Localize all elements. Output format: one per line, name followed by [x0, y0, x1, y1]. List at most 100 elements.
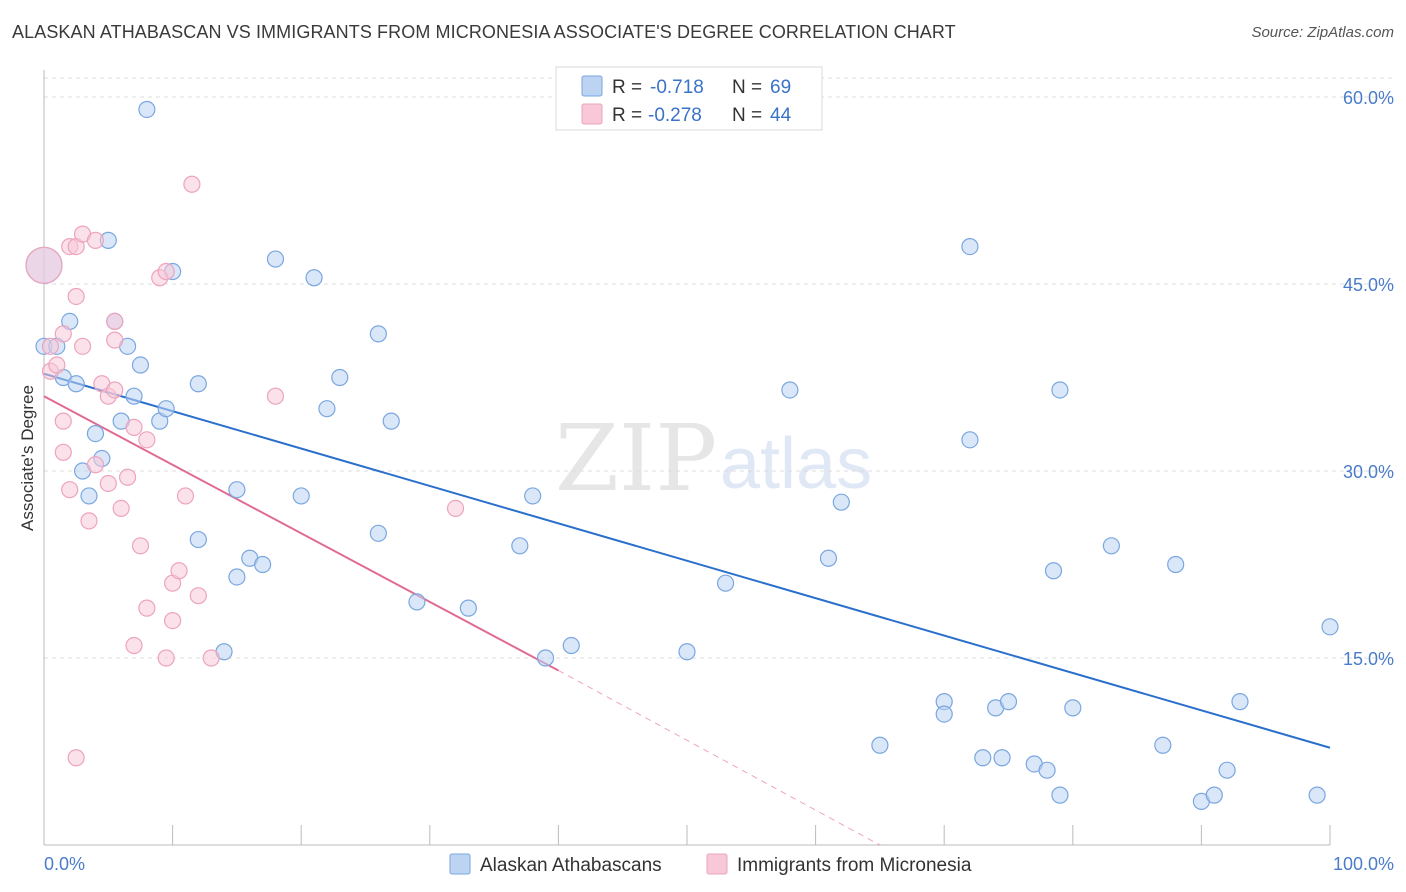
y-axis-label: Associate's Degree — [18, 385, 37, 531]
data-point-series-1 — [106, 381, 124, 399]
data-point-series-1 — [54, 412, 72, 430]
y-tick-label: 30.0% — [1343, 462, 1394, 482]
data-point-series-0 — [1205, 786, 1223, 804]
legend-label-athabascan: Alaskan Athabascans — [480, 855, 662, 876]
data-point-series-0 — [189, 375, 207, 393]
stats-n-value-2: 44 — [770, 105, 792, 126]
stats-n-label-2: N = — [732, 105, 762, 126]
data-point-series-0 — [1038, 761, 1056, 779]
legend-label-micronesia: Immigrants from Micronesia — [737, 855, 972, 876]
data-point-series-0 — [318, 400, 336, 418]
data-point-series-0 — [1154, 736, 1172, 754]
data-point-series-0 — [999, 693, 1018, 711]
legend-swatch-micronesia — [706, 853, 728, 875]
data-point-series-0 — [1044, 562, 1063, 580]
data-point-series-1 — [86, 456, 105, 474]
data-point-series-1 — [125, 636, 143, 655]
stats-r-label-2: R = — [612, 105, 642, 126]
data-point-series-0 — [292, 487, 310, 505]
legend: Alaskan Athabascans Immigrants from Micr… — [449, 853, 972, 876]
data-point-series-0 — [524, 487, 542, 505]
trend-lines — [43, 372, 1331, 846]
data-point-series-1 — [118, 468, 137, 486]
data-point-series-1 — [86, 231, 105, 249]
data-point-series-0 — [1308, 786, 1326, 804]
data-point-series-1 — [106, 312, 124, 330]
data-point-series-1 — [41, 337, 60, 355]
data-point-series-1 — [61, 481, 79, 499]
y-tick-label: 45.0% — [1343, 275, 1394, 295]
data-point-series-1 — [157, 649, 175, 667]
data-point-series-1 — [183, 175, 201, 193]
data-point-series-1 — [170, 562, 188, 580]
watermark-atlas: atlas — [720, 424, 872, 504]
stats-n-value-1: 69 — [770, 77, 791, 98]
y-tick-labels: 15.0% 30.0% 45.0% 60.0% — [1343, 88, 1394, 669]
data-point-series-0 — [331, 368, 349, 387]
data-point-series-0 — [562, 636, 580, 655]
data-point-series-1 — [25, 246, 63, 284]
y-tick-label: 60.0% — [1343, 88, 1394, 108]
data-point-series-0 — [974, 749, 992, 767]
data-point-series-0 — [1051, 786, 1069, 804]
data-point-series-1 — [67, 287, 85, 306]
data-point-series-1 — [73, 337, 92, 355]
data-point-series-1 — [266, 387, 285, 405]
data-point-series-0 — [993, 749, 1011, 767]
data-point-series-1 — [202, 649, 220, 667]
data-point-series-0 — [67, 375, 85, 393]
stats-swatch-athabascan — [581, 75, 603, 97]
data-point-series-0 — [382, 412, 400, 430]
data-point-series-1 — [164, 611, 182, 630]
data-point-series-0 — [819, 549, 838, 567]
trend-line-0 — [43, 372, 1331, 749]
data-point-series-1 — [54, 443, 72, 461]
trend-line-1 — [43, 395, 559, 672]
data-point-series-0 — [189, 530, 207, 549]
data-point-series-0 — [266, 250, 285, 268]
data-point-series-0 — [511, 537, 529, 555]
data-point-series-1 — [80, 512, 98, 530]
data-point-series-0 — [1064, 699, 1082, 717]
stats-r-value-2: -0.278 — [648, 105, 702, 126]
watermark-zip: ZIP — [555, 405, 717, 512]
data-point-series-1 — [131, 537, 150, 555]
data-point-series-0 — [716, 574, 735, 592]
x-tick-label-max: 100.0% — [1333, 854, 1394, 874]
data-point-series-0 — [1218, 761, 1236, 779]
data-point-series-1 — [138, 431, 156, 449]
data-point-series-0 — [1321, 618, 1339, 636]
data-point-series-0 — [961, 238, 979, 256]
data-point-series-0 — [254, 555, 272, 574]
data-point-series-1 — [138, 599, 156, 617]
data-point-series-1 — [54, 325, 72, 343]
data-point-series-1 — [99, 474, 117, 493]
data-point-series-0 — [1231, 693, 1249, 711]
data-point-series-0 — [459, 599, 477, 617]
data-point-series-1 — [106, 331, 124, 349]
data-point-series-0 — [369, 524, 387, 542]
legend-swatch-athabascan — [449, 853, 471, 875]
data-point-series-0 — [125, 387, 143, 405]
x-tick-label-min: 0.0% — [44, 854, 85, 874]
data-point-series-1 — [189, 587, 207, 605]
data-point-series-0 — [1167, 555, 1185, 574]
x-ticks — [172, 825, 1331, 845]
data-point-series-0 — [961, 431, 979, 449]
data-point-series-0 — [157, 400, 175, 418]
data-point-series-0 — [1051, 381, 1069, 399]
data-point-series-0 — [305, 269, 323, 287]
stats-n-label-1: N = — [732, 77, 762, 98]
data-point-series-0 — [408, 593, 426, 611]
data-point-series-1 — [67, 749, 85, 767]
data-point-series-1 — [157, 262, 175, 281]
data-point-series-0 — [536, 649, 555, 667]
data-point-series-0 — [131, 356, 150, 374]
stats-r-value-1: -0.718 — [650, 77, 704, 98]
data-point-series-0 — [678, 643, 696, 661]
data-point-series-0 — [781, 381, 799, 399]
stats-swatch-micronesia — [581, 103, 603, 125]
data-point-series-0 — [86, 425, 105, 443]
data-point-series-0 — [1102, 537, 1120, 555]
